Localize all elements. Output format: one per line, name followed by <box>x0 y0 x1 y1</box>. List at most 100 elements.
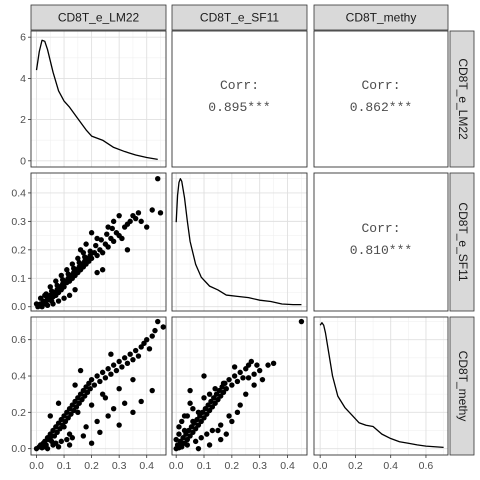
density-curve-CD8T_e_LM22 <box>35 39 158 161</box>
scatter-point-SF11_vs_methy <box>201 395 207 401</box>
scatter-point-LM22_vs_SF11 <box>54 282 60 289</box>
corr-label: Corr: <box>361 221 400 236</box>
scatter-point-SF11_vs_methy <box>173 436 179 443</box>
scatter-point-LM22_vs_methy <box>116 422 122 428</box>
scatter-point-LM22_vs_methy <box>44 445 51 452</box>
corr-label: Corr: <box>361 78 400 93</box>
scatter-point-LM22_vs_SF11 <box>88 230 95 236</box>
scatter-point-LM22_vs_methy <box>119 364 125 370</box>
panel-border-1-1 <box>30 30 167 168</box>
scatter-point-SF11_vs_methy <box>229 418 235 425</box>
x-tick-label: 0.0 <box>29 460 44 472</box>
scatter-point-LM22_vs_methy <box>91 382 98 388</box>
scatter-point-SF11_vs_methy <box>176 424 182 430</box>
panel-2-3 <box>314 173 448 311</box>
scatter-point-SF11_vs_methy <box>265 362 271 368</box>
x-tick-label: 0.2 <box>84 460 99 472</box>
panel-3-3 <box>314 317 448 455</box>
panel-border-3-1 <box>30 316 167 456</box>
strip-right-label-1: CD8T_e_LM22 <box>456 58 470 140</box>
strip-top-2 <box>171 4 308 31</box>
scatter-point-LM22_vs_methy <box>97 429 103 435</box>
strip-right-1 <box>449 30 475 168</box>
scatter-point-LM22_vs_SF11 <box>98 237 104 243</box>
panel-border-2-2 <box>171 172 308 312</box>
scatter-point-SF11_vs_methy <box>226 413 232 419</box>
scatter-point-LM22_vs_SF11 <box>69 261 76 267</box>
scatter-point-LM22_vs_SF11 <box>48 288 55 294</box>
scatter-point-LM22_vs_methy <box>116 386 122 392</box>
panel-border-1-2 <box>171 30 308 168</box>
scatter-point-SF11_vs_methy <box>195 445 202 452</box>
scatter-point-SF11_vs_methy <box>251 371 257 377</box>
scatter-point-LM22_vs_methy <box>97 378 103 385</box>
scatter-point-LM22_vs_SF11 <box>109 225 115 232</box>
y-tick-label: 0.2 <box>11 244 26 256</box>
scatter-point-LM22_vs_SF11 <box>94 235 100 242</box>
y-tick-label: 0.4 <box>11 371 26 383</box>
panel-2-1 <box>31 173 166 311</box>
scatter-point-LM22_vs_SF11 <box>94 252 100 259</box>
scatter-point-LM22_vs_methy <box>108 351 114 357</box>
scatter-point-SF11_vs_methy <box>187 400 193 406</box>
y-tick-label: 0.3 <box>11 216 26 228</box>
scatter-point-LM22_vs_methy <box>53 440 59 446</box>
strip-top-label-2: CD8T_e_SF11 <box>200 11 279 25</box>
scatter-point-SF11_vs_methy <box>237 369 243 376</box>
scatter-point-LM22_vs_methy <box>69 435 76 441</box>
scatter-point-LM22_vs_SF11 <box>110 238 117 244</box>
scatter-point-SF11_vs_methy <box>181 427 188 434</box>
scatter-point-SF11_vs_methy <box>270 360 277 366</box>
scatter-point-LM22_vs_SF11 <box>37 295 44 301</box>
panel-border-2-1 <box>30 172 167 312</box>
scatter-point-LM22_vs_SF11 <box>80 249 87 256</box>
scatter-point-LM22_vs_methy <box>58 438 65 445</box>
scatter-point-LM22_vs_SF11 <box>138 218 144 225</box>
scatter-point-SF11_vs_methy <box>231 373 238 379</box>
scatter-point-SF11_vs_methy <box>218 422 224 428</box>
scatter-point-LM22_vs_methy <box>94 373 100 379</box>
scatter-point-LM22_vs_methy <box>149 333 155 339</box>
scatter-point-LM22_vs_methy <box>124 360 131 366</box>
scatter-point-LM22_vs_methy <box>144 337 150 343</box>
scatter-point-SF11_vs_methy <box>254 362 260 368</box>
scatter-point-LM22_vs_SF11 <box>61 284 67 290</box>
scatter-point-SF11_vs_methy <box>245 375 252 381</box>
panel-1-3 <box>314 31 448 167</box>
scatter-point-SF11_vs_methy <box>248 358 255 365</box>
scatter-point-LM22_vs_methy <box>88 376 95 383</box>
strip-right-3 <box>449 316 475 456</box>
scatter-point-LM22_vs_methy <box>80 433 87 439</box>
scatter-point-SF11_vs_methy <box>179 418 185 425</box>
density-curve-CD8T_methy <box>319 322 444 449</box>
scatter-point-LM22_vs_SF11 <box>76 259 82 266</box>
scatter-point-LM22_vs_SF11 <box>39 303 45 309</box>
scatter-point-LM22_vs_methy <box>121 355 128 361</box>
scatter-point-LM22_vs_methy <box>110 406 117 412</box>
scatter-point-LM22_vs_SF11 <box>59 277 66 283</box>
corr-value: 0.810*** <box>350 243 412 258</box>
scatter-point-LM22_vs_SF11 <box>155 175 161 182</box>
scatter-point-LM22_vs_methy <box>55 400 62 406</box>
scatter-point-LM22_vs_methy <box>64 436 70 443</box>
scatter-point-LM22_vs_SF11 <box>50 301 56 307</box>
scatter-point-LM22_vs_methy <box>83 424 89 430</box>
y-tick-label: 0.6 <box>11 334 26 346</box>
scatter-point-LM22_vs_methy <box>132 347 139 354</box>
scatter-point-SF11_vs_methy <box>223 431 229 437</box>
scatter-point-SF11_vs_methy <box>220 380 227 386</box>
scatter-point-SF11_vs_methy <box>198 435 204 441</box>
scatter-point-SF11_vs_methy <box>188 424 195 430</box>
strip-top-label-3: CD8T_methy <box>346 11 417 25</box>
scatter-point-LM22_vs_SF11 <box>83 241 89 247</box>
scatter-point-LM22_vs_SF11 <box>132 215 139 222</box>
scatter-point-SF11_vs_methy <box>206 391 213 397</box>
y-tick-label: 6 <box>20 32 26 44</box>
scatter-point-LM22_vs_SF11 <box>61 295 67 301</box>
scatter-point-SF11_vs_methy <box>179 440 185 446</box>
y-tick-label: 2 <box>20 114 26 126</box>
scatter-point-LM22_vs_methy <box>61 424 67 430</box>
x-tick-label: 0.2 <box>348 460 363 472</box>
scatter-point-LM22_vs_methy <box>110 362 117 368</box>
scatter-point-SF11_vs_methy <box>215 427 221 434</box>
